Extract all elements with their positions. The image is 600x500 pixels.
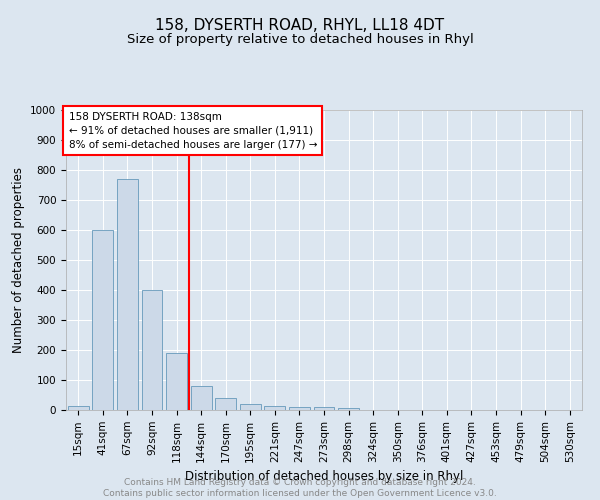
Text: Size of property relative to detached houses in Rhyl: Size of property relative to detached ho… [127,32,473,46]
Bar [117,179,138,410]
Bar [338,408,359,410]
Text: 158 DYSERTH ROAD: 138sqm
← 91% of detached houses are smaller (1,911)
8% of semi: 158 DYSERTH ROAD: 138sqm ← 91% of detach… [68,112,317,150]
Bar [240,404,261,410]
Bar [142,290,163,410]
Bar [92,230,113,410]
Bar [289,407,310,410]
Text: 158, DYSERTH ROAD, RHYL, LL18 4DT: 158, DYSERTH ROAD, RHYL, LL18 4DT [155,18,445,32]
Bar [191,386,212,410]
Bar [68,406,89,410]
Bar [314,407,334,410]
Bar [166,353,187,410]
X-axis label: Distribution of detached houses by size in Rhyl: Distribution of detached houses by size … [185,470,463,483]
Y-axis label: Number of detached properties: Number of detached properties [11,167,25,353]
Text: Contains HM Land Registry data © Crown copyright and database right 2024.
Contai: Contains HM Land Registry data © Crown c… [103,478,497,498]
Bar [265,406,286,410]
Bar [215,398,236,410]
